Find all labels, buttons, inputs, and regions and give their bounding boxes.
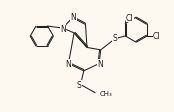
Text: N: N — [60, 24, 66, 33]
Text: N: N — [66, 60, 71, 68]
Text: Cl: Cl — [153, 32, 161, 41]
Text: N: N — [97, 60, 103, 68]
Text: S: S — [113, 34, 118, 43]
Text: CH₃: CH₃ — [100, 90, 113, 96]
Text: Cl: Cl — [126, 14, 134, 23]
Text: S: S — [77, 80, 81, 89]
Text: N: N — [70, 13, 76, 22]
